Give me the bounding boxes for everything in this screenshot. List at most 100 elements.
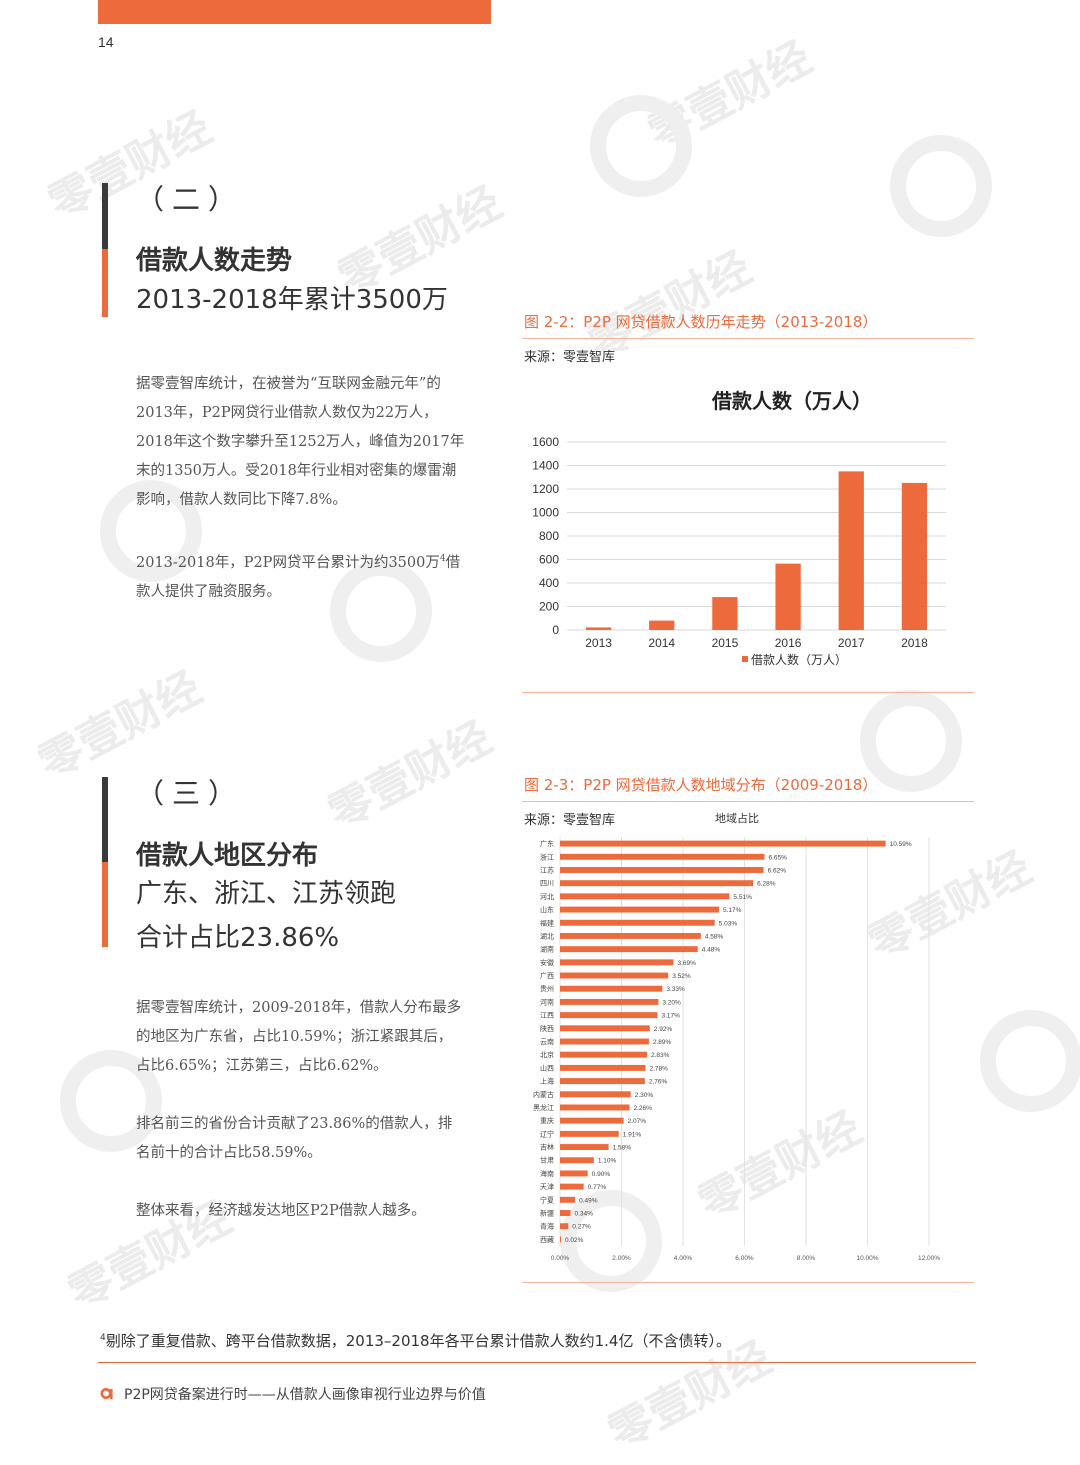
- data-label: 3.33%: [666, 986, 685, 993]
- x-tick-label: 2014: [648, 636, 675, 650]
- section-marker-orange: [102, 249, 108, 317]
- body-paragraph: 2013-2018年，P2P网贷平台累计为约3500万4借款人提供了融资服务。: [136, 545, 466, 607]
- bar-chart-regions: 地域占比 0.00% 2.00% 4.00% 6.00% 8.00% 10.00% 12.00…: [533, 811, 940, 1262]
- x-tick-label: 0.00%: [551, 1255, 570, 1262]
- footer-text: P2P网贷备案进行时——从借款人画像审视行业边界与价值: [124, 1387, 486, 1403]
- data-label: 2.26%: [633, 1105, 652, 1112]
- category-label: 福建: [540, 918, 554, 927]
- figure-rule: [522, 692, 974, 693]
- category-label: 宁夏: [540, 1195, 554, 1204]
- x-tick-label: 8.00%: [797, 1255, 816, 1262]
- category-label: 黑龙江: [533, 1103, 554, 1112]
- data-label: 5.17%: [723, 907, 742, 914]
- x-tick-label: 2018: [901, 636, 928, 650]
- bar-chart-borrowers: 借款人数（万人） 0 200 400 600 800 1000 1200 1400 1600 201…: [532, 389, 946, 667]
- section-title: 借款人数走势: [136, 246, 293, 276]
- section-title: 借款人地区分布: [136, 841, 319, 871]
- figure-source: 来源：零壹智库: [524, 813, 616, 828]
- bar: [560, 1025, 650, 1032]
- category-label: 青海: [540, 1222, 554, 1231]
- y-tick-label: 400: [539, 576, 559, 590]
- bar: [560, 972, 669, 979]
- data-label: 2.76%: [649, 1079, 668, 1086]
- bar: [712, 597, 738, 630]
- bar: [560, 1078, 645, 1085]
- category-label: 河北: [540, 893, 554, 901]
- x-tick-label: 2013: [585, 636, 612, 650]
- category-label: 湖北: [540, 931, 554, 940]
- legend-swatch: [742, 656, 748, 662]
- y-tick-label: 1400: [532, 459, 559, 473]
- bar: [560, 1130, 619, 1137]
- bar: [560, 932, 701, 939]
- bar: [560, 1012, 658, 1019]
- bar: [585, 627, 612, 630]
- data-label: 0.34%: [574, 1211, 593, 1218]
- y-tick-label: 1600: [532, 435, 559, 449]
- section-subtitle: 广东、浙江、江苏领跑: [136, 879, 397, 909]
- figure-title: 图 2-2：P2P 网贷借款人数历年走势（2013-2018）: [524, 313, 878, 331]
- legend-label: 借款人数（万人）: [751, 652, 847, 667]
- bar: [560, 853, 765, 860]
- y-tick-label: 600: [539, 553, 559, 567]
- header-accent-bar: [98, 0, 491, 24]
- footer-rule: [98, 1362, 976, 1363]
- bar: [560, 1210, 571, 1216]
- bar: [560, 1038, 649, 1045]
- data-label: 6.62%: [768, 867, 787, 874]
- bar: [560, 919, 715, 926]
- watermark-logo-icon: [590, 95, 692, 197]
- data-label: 0.90%: [592, 1171, 611, 1178]
- figure-rule: [522, 1282, 974, 1283]
- x-tick-label: 6.00%: [735, 1255, 754, 1262]
- section-marker-dark: [102, 777, 108, 862]
- category-label: 云南: [540, 1037, 554, 1046]
- x-tick-label: 4.00%: [674, 1255, 693, 1262]
- section-number: （三）: [136, 777, 245, 810]
- x-tick-label: 2017: [838, 636, 865, 650]
- bar: [560, 840, 886, 847]
- body-paragraph: 整体来看，经济越发达地区P2P借款人越多。: [136, 1203, 426, 1219]
- y-tick-label: 1000: [532, 506, 559, 520]
- data-label: 3.52%: [672, 973, 691, 980]
- x-tick-label: 2.00%: [612, 1255, 631, 1262]
- y-tick-label: 800: [539, 529, 559, 543]
- data-label: 4.48%: [702, 947, 721, 954]
- bar: [560, 880, 754, 887]
- category-label: 西藏: [540, 1235, 554, 1244]
- category-label: 广西: [540, 971, 554, 980]
- bar: [560, 893, 730, 900]
- data-label: 1.91%: [623, 1131, 642, 1138]
- chart-title: 地域占比: [715, 811, 759, 825]
- watermark-text: 零壹财经: [30, 662, 210, 790]
- y-tick-label: 1200: [532, 482, 559, 496]
- bar: [560, 985, 663, 992]
- data-label: 3.20%: [662, 999, 681, 1006]
- category-label: 辽宁: [540, 1129, 554, 1138]
- category-label: 山西: [540, 1063, 554, 1072]
- category-label: 海南: [540, 1169, 554, 1178]
- body-paragraph: 据零壹智库统计，2009-2018年，借款人分布最多的地区为广东省，占比10.5…: [136, 1000, 462, 1074]
- category-label: 内蒙古: [533, 1090, 554, 1099]
- data-label: 6.65%: [768, 854, 787, 861]
- page-number: 14: [98, 34, 114, 50]
- x-tick-label: 12.00%: [918, 1255, 940, 1262]
- data-label: 4.58%: [705, 933, 724, 940]
- footnote-marker: 4: [439, 554, 446, 564]
- body-paragraph: 据零壹智库统计，在被誉为“互联网金融元年”的2013年，P2P网贷行业借款人数仅…: [136, 376, 465, 508]
- category-label: 广东: [540, 839, 554, 848]
- data-label: 5.51%: [733, 894, 752, 901]
- bar: [560, 1196, 576, 1203]
- data-label: 2.83%: [651, 1052, 670, 1059]
- category-label: 江苏: [540, 865, 554, 874]
- watermark-logo-icon: [890, 135, 992, 237]
- section-marker-dark: [102, 183, 108, 249]
- data-label: 6.28%: [757, 881, 776, 888]
- data-label: 3.17%: [661, 1013, 680, 1020]
- bar: [560, 1051, 648, 1058]
- category-label: 吉林: [540, 1143, 554, 1152]
- category-label: 浙江: [540, 852, 554, 861]
- data-label: 0.77%: [588, 1184, 607, 1191]
- bar: [560, 1091, 631, 1098]
- data-label: 1.58%: [613, 1145, 632, 1152]
